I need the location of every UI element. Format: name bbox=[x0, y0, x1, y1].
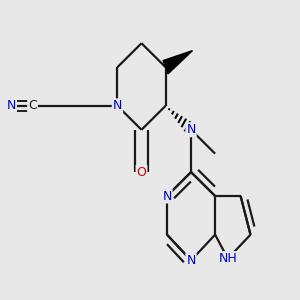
Text: NH: NH bbox=[218, 252, 237, 265]
Text: N: N bbox=[186, 254, 196, 267]
Text: N: N bbox=[113, 99, 122, 112]
Text: N: N bbox=[186, 123, 196, 136]
Text: O: O bbox=[136, 166, 146, 178]
Text: N: N bbox=[7, 99, 16, 112]
Text: N: N bbox=[162, 190, 172, 202]
Polygon shape bbox=[163, 51, 193, 74]
Text: C: C bbox=[28, 99, 37, 112]
